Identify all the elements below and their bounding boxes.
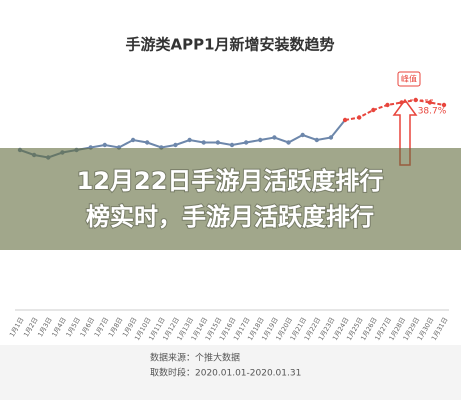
point	[385, 102, 390, 108]
point	[102, 142, 108, 148]
point	[173, 142, 178, 148]
overlay-text: 12月22日手游月活跃度排行	[77, 167, 384, 195]
point	[441, 102, 447, 108]
point	[427, 100, 433, 105]
point	[300, 132, 305, 138]
point	[187, 137, 192, 143]
point	[371, 107, 376, 113]
peak-label: 峰值	[401, 74, 417, 84]
period: 取数时段：2020.01.01-2020.01.31	[150, 367, 301, 379]
point	[145, 140, 150, 145]
point	[342, 117, 348, 123]
pct-label: 38.7%	[418, 107, 447, 117]
point	[357, 115, 362, 120]
point	[286, 140, 291, 145]
line	[344, 98, 445, 121]
connector	[330, 119, 346, 139]
point	[229, 142, 235, 148]
overlay-band	[0, 148, 461, 250]
point	[243, 140, 249, 145]
point	[201, 140, 206, 145]
point	[258, 137, 263, 143]
point	[215, 140, 221, 145]
footer-band	[0, 345, 461, 400]
overlay-text: 榜实时，手游月活跃度排行	[86, 203, 374, 231]
chart-title: 手游类APP1月新增安装数趋势	[125, 36, 334, 54]
point	[272, 135, 277, 140]
point	[328, 135, 334, 140]
point	[314, 137, 319, 143]
peak-box	[397, 71, 421, 87]
point	[130, 137, 136, 143]
source: 数据来源：个推大数据	[150, 352, 240, 364]
